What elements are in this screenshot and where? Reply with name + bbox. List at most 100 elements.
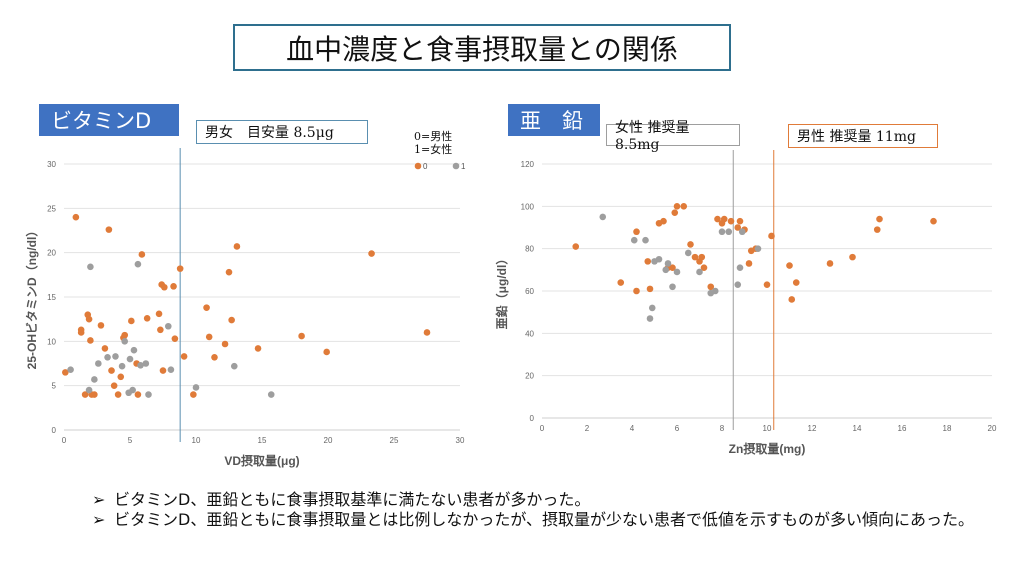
data-point-0 — [87, 337, 94, 344]
y-tick-label: 5 — [52, 382, 57, 391]
data-point-female — [671, 209, 679, 216]
arrow-bullet-icon: ➢ — [92, 490, 106, 509]
data-point-0 — [110, 382, 118, 389]
x-tick-label: 2 — [585, 424, 590, 433]
data-point-0 — [105, 226, 113, 233]
y-tick-label: 10 — [47, 337, 56, 346]
data-point-female — [930, 217, 937, 225]
page-title: 血中濃度と食事摂取量との関係 — [233, 24, 731, 71]
data-point-1 — [137, 361, 144, 369]
x-tick-label: 8 — [720, 424, 725, 433]
data-point-1 — [112, 353, 119, 360]
data-point-0 — [225, 268, 233, 276]
y-tick-label: 20 — [525, 372, 534, 381]
data-point-0 — [62, 369, 69, 376]
data-point-1 — [87, 263, 94, 271]
finding-text: ビタミンD、亜鉛ともに食事摂取量とは比例しなかったが、摂取量が少ない患者で低値を… — [114, 510, 975, 529]
data-point-0 — [161, 283, 168, 291]
data-point-0 — [368, 250, 375, 257]
data-point-1 — [145, 391, 152, 398]
x-tick-label: 4 — [630, 424, 635, 433]
data-point-0 — [423, 329, 431, 336]
x-tick-label: 18 — [943, 424, 952, 433]
data-point-1 — [129, 386, 136, 394]
data-point-0 — [323, 348, 330, 356]
data-point-female — [826, 260, 834, 267]
data-point-1 — [104, 353, 111, 361]
y-tick-label: 20 — [47, 249, 56, 258]
data-point-0 — [170, 283, 177, 290]
data-point-male — [655, 255, 663, 263]
zinc-female-callout: 女性 推奨量8.5mg — [606, 120, 740, 153]
data-point-male — [754, 245, 762, 252]
data-point-0 — [155, 310, 163, 318]
zinc-section-label: 亜 鉛 — [508, 104, 600, 136]
data-point-female — [786, 262, 793, 269]
data-point-0 — [134, 391, 142, 398]
x-tick-label: 12 — [808, 424, 817, 433]
data-point-female — [691, 253, 699, 261]
legend-marker — [414, 162, 422, 170]
y-tick-label: 60 — [525, 287, 534, 296]
x-axis-title: Zn摂取量(mg) — [729, 441, 806, 456]
data-point-male — [599, 213, 607, 221]
legend-label: 0 — [423, 162, 428, 171]
data-point-male — [673, 268, 681, 276]
data-point-male — [646, 315, 654, 322]
y-tick-label: 30 — [47, 160, 56, 169]
data-point-0 — [81, 391, 89, 398]
data-point-female — [745, 260, 753, 267]
x-tick-label: 16 — [898, 424, 907, 433]
data-point-female — [792, 279, 800, 286]
finding-text: ビタミンD、亜鉛ともに食事摂取基準に満たない患者が多かった。 — [114, 490, 591, 509]
x-axis-title: VD摂取量(μg) — [224, 453, 299, 468]
data-point-0 — [211, 353, 218, 361]
data-point-0 — [176, 265, 184, 272]
data-point-female — [660, 217, 667, 225]
finding-item: ➢ ビタミンD、亜鉛ともに食事摂取量とは比例しなかったが、摂取量が少ない患者で低値… — [92, 510, 992, 530]
y-tick-label: 80 — [525, 245, 534, 254]
x-tick-label: 10 — [192, 436, 201, 445]
data-point-male — [718, 228, 726, 236]
data-point-female — [617, 279, 625, 286]
data-point-female — [714, 215, 721, 223]
x-tick-label: 25 — [390, 436, 399, 445]
x-tick-label: 10 — [763, 424, 772, 433]
data-point-0 — [138, 251, 146, 258]
data-point-female — [700, 264, 708, 272]
data-point-female — [849, 253, 856, 261]
legend-note-male: 0=男性 — [414, 130, 453, 143]
legend-marker — [452, 162, 460, 170]
data-point-0 — [205, 333, 213, 341]
data-point-male — [662, 266, 670, 274]
data-point-male — [684, 249, 692, 257]
data-point-0 — [72, 213, 80, 221]
zinc-male-callout: 男性 推奨量 11mg — [788, 124, 938, 148]
data-point-1 — [130, 346, 138, 354]
data-point-1 — [167, 366, 175, 374]
y-tick-label: 15 — [47, 293, 56, 302]
data-point-female — [768, 232, 775, 240]
data-point-0 — [190, 391, 197, 398]
data-point-female — [646, 285, 654, 293]
data-point-0 — [117, 373, 125, 381]
data-point-0 — [114, 391, 122, 398]
y-axis-title: 25-OHビタミンD（ng/dl） — [24, 225, 39, 370]
x-tick-label: 20 — [988, 424, 997, 433]
y-tick-label: 120 — [521, 160, 535, 169]
y-axis-title: 亜鉛（μg/dl） — [494, 253, 509, 330]
x-tick-label: 0 — [62, 436, 67, 445]
data-point-0 — [233, 243, 241, 250]
data-point-0 — [91, 391, 98, 398]
legend-note-female: 1=女性 — [414, 143, 453, 156]
data-point-1 — [95, 360, 102, 367]
x-tick-label: 15 — [258, 436, 267, 445]
data-point-female — [876, 215, 883, 223]
data-point-male — [696, 268, 703, 276]
data-point-male — [669, 283, 676, 291]
x-tick-label: 14 — [853, 424, 862, 433]
data-point-female — [673, 203, 681, 210]
data-point-male — [642, 236, 649, 244]
data-point-female — [669, 264, 676, 272]
data-point-female — [707, 283, 715, 291]
